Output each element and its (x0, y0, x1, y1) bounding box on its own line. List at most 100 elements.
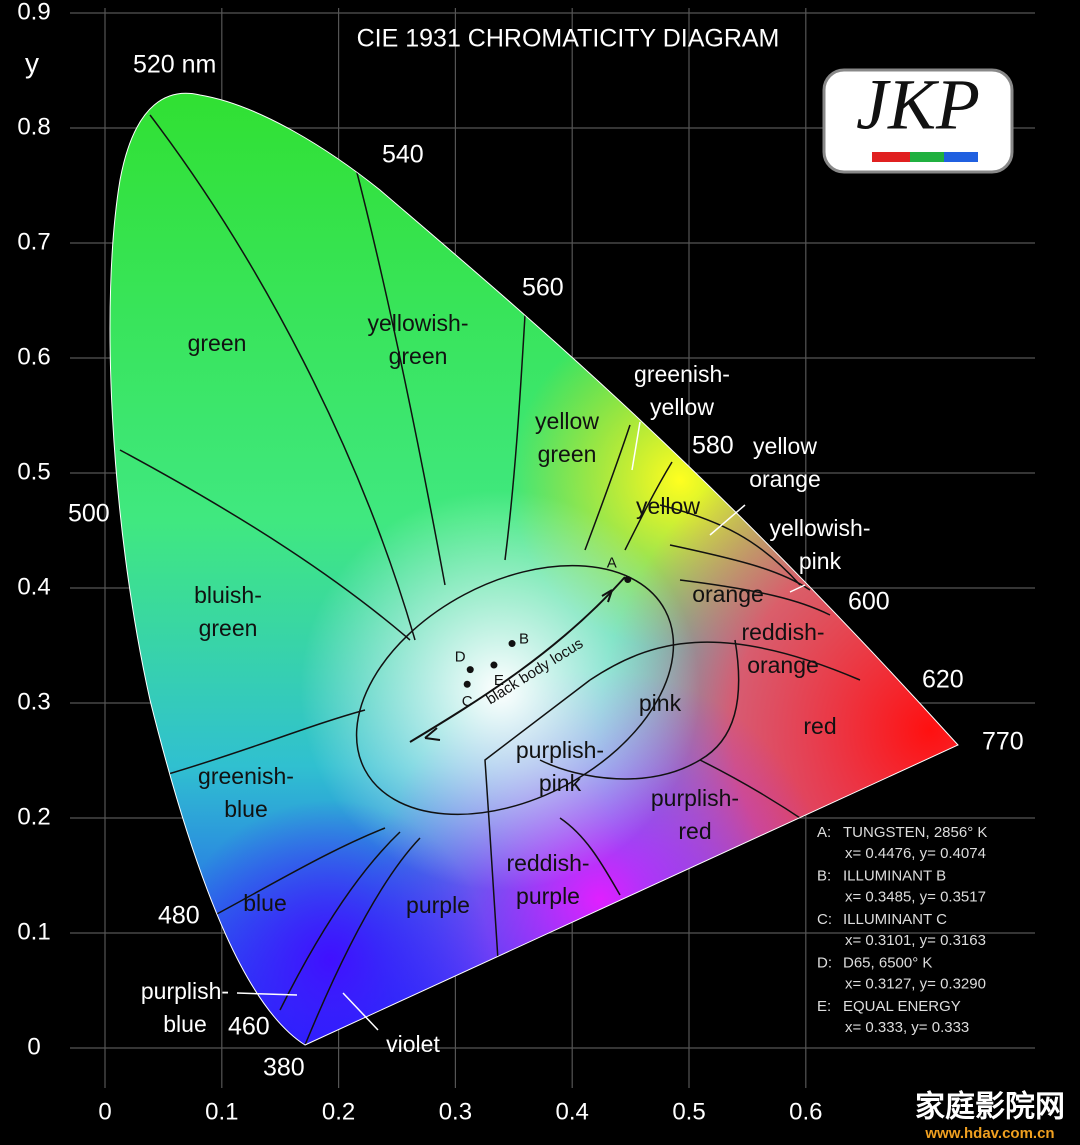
point (490, 661, 498, 669)
region-label: purplish- (651, 785, 739, 811)
region-label: blue (163, 1011, 206, 1037)
point (463, 680, 471, 688)
region-labels: green yellowish-green yellow green greenish-… (141, 310, 871, 1057)
region-label: violet (386, 1031, 440, 1057)
legend-key: D: (817, 954, 832, 971)
y-tick-label: 0.7 (17, 228, 50, 255)
wavelength-labels: 520 nm 540 560 580 600 620 770 500 480 4… (68, 51, 1024, 1082)
region-label: yellow (650, 394, 714, 420)
legend-coords: x= 0.333, y= 0.333 (845, 1019, 969, 1036)
wavelength: 380 (263, 1054, 305, 1082)
legend-key: C: (817, 911, 832, 928)
watermark-site: 家庭影院网 (915, 1090, 1065, 1125)
region-label: green (538, 441, 597, 467)
region-label: reddish- (506, 850, 589, 876)
region-label: yellowish- (770, 515, 871, 541)
region-label: yellow (636, 493, 700, 519)
y-tick-label: 0.5 (17, 458, 50, 485)
region-label: pink (799, 548, 842, 574)
y-tick-label: 0 (27, 1033, 40, 1060)
legend-coords: x= 0.3485, y= 0.3517 (845, 888, 986, 905)
point-letter: A (607, 554, 617, 571)
y-axis-label: y (25, 47, 39, 78)
x-tick-label: 0.5 (672, 1098, 705, 1125)
legend-key: A: (817, 824, 831, 841)
region-label: greenish- (198, 763, 294, 789)
x-tick-label: 0.1 (205, 1098, 238, 1125)
points: A B C D E (455, 554, 632, 710)
region-label: purplish- (141, 978, 229, 1004)
y-tick-label: 0.1 (17, 918, 50, 945)
legend-name: TUNGSTEN, 2856° K (843, 824, 987, 841)
region-label: blue (224, 796, 267, 822)
region-boundaries (119, 114, 881, 1046)
title: CIE 1931 CHROMATICITY DIAGRAM (357, 25, 780, 53)
point (508, 640, 516, 648)
region-label: orange (747, 652, 819, 678)
region-label: orange (692, 581, 764, 607)
point-letter: B (519, 631, 529, 648)
wavelength: 500 (68, 500, 110, 528)
logo: JKP (822, 65, 1014, 174)
wavelength: 480 (158, 902, 200, 930)
region-label: pink (639, 690, 682, 716)
watermark: 家庭影院网 www.hdav.com.cn (915, 1090, 1065, 1142)
legend-name: D65, 6500° K (843, 954, 932, 971)
region-label: greenish- (634, 361, 730, 387)
y-tick-label: 0.6 (17, 343, 50, 370)
point (624, 575, 632, 583)
region-label: blue (243, 890, 286, 916)
wavelength: 460 (228, 1013, 270, 1041)
legend-coords: x= 0.3101, y= 0.3163 (845, 932, 986, 949)
y-tick-label: 0.9 (17, 0, 50, 25)
region-label: orange (749, 466, 821, 492)
region-label: red (678, 818, 711, 844)
legend-coords: x= 0.4476, y= 0.4074 (845, 845, 986, 862)
y-tick-label: 0.8 (17, 113, 50, 140)
wavelength: 620 (922, 666, 964, 694)
wavelength: 520 nm (133, 51, 216, 79)
region-label: yellow (535, 408, 599, 434)
legend-name: ILLUMINANT B (843, 867, 946, 884)
x-tick-label: 0.4 (556, 1098, 589, 1125)
spectral-locus (109, 92, 959, 1046)
y-tick-label: 0.2 (17, 803, 50, 830)
region-label: green (389, 343, 448, 369)
region-label: bluish- (194, 582, 262, 608)
watermark-url: www.hdav.com.cn (924, 1125, 1054, 1142)
region-label: reddish- (741, 619, 824, 645)
region-label: purplish- (516, 737, 604, 763)
legend-key: E: (817, 998, 831, 1015)
x-tick-label: 0.6 (789, 1098, 822, 1125)
legend-name: ILLUMINANT C (843, 911, 947, 928)
region-label: purple (406, 892, 470, 918)
region-label: purple (516, 883, 580, 909)
region-label: pink (539, 770, 582, 796)
legend-coords: x= 0.3127, y= 0.3290 (845, 975, 986, 992)
region-label: green (199, 615, 258, 641)
region-label: yellow (753, 433, 817, 459)
x-tick-label: 0.2 (322, 1098, 355, 1125)
ticks: 0 0.1 0.2 0.3 0.4 0.5 0.6 0 0.1 0.2 0.3 0.4 0.5 0.6 0.… (17, 0, 822, 1125)
x-tick-label: 0 (98, 1098, 111, 1125)
legend: A: TUNGSTEN, 2856° K x= 0.4476, y= 0.4074 B… (817, 824, 987, 1036)
logo-text: JKP (856, 65, 980, 145)
wavelength: 770 (982, 728, 1024, 756)
wavelength: 560 (522, 274, 564, 302)
point-letter: E (494, 672, 504, 689)
y-tick-label: 0.3 (17, 688, 50, 715)
point-letter: C (462, 693, 473, 710)
wavelength: 540 (382, 141, 424, 169)
legend-name: EQUAL ENERGY (843, 998, 961, 1015)
region-label: yellowish- (368, 310, 469, 336)
point-letter: D (455, 649, 466, 666)
point (466, 666, 474, 674)
y-tick-label: 0.4 (17, 573, 50, 600)
legend-key: B: (817, 867, 831, 884)
wavelength: 600 (848, 588, 890, 616)
x-tick-label: 0.3 (439, 1098, 472, 1125)
leaders (236, 421, 806, 1031)
wavelength: 580 (692, 432, 734, 460)
region-label: red (803, 713, 836, 739)
